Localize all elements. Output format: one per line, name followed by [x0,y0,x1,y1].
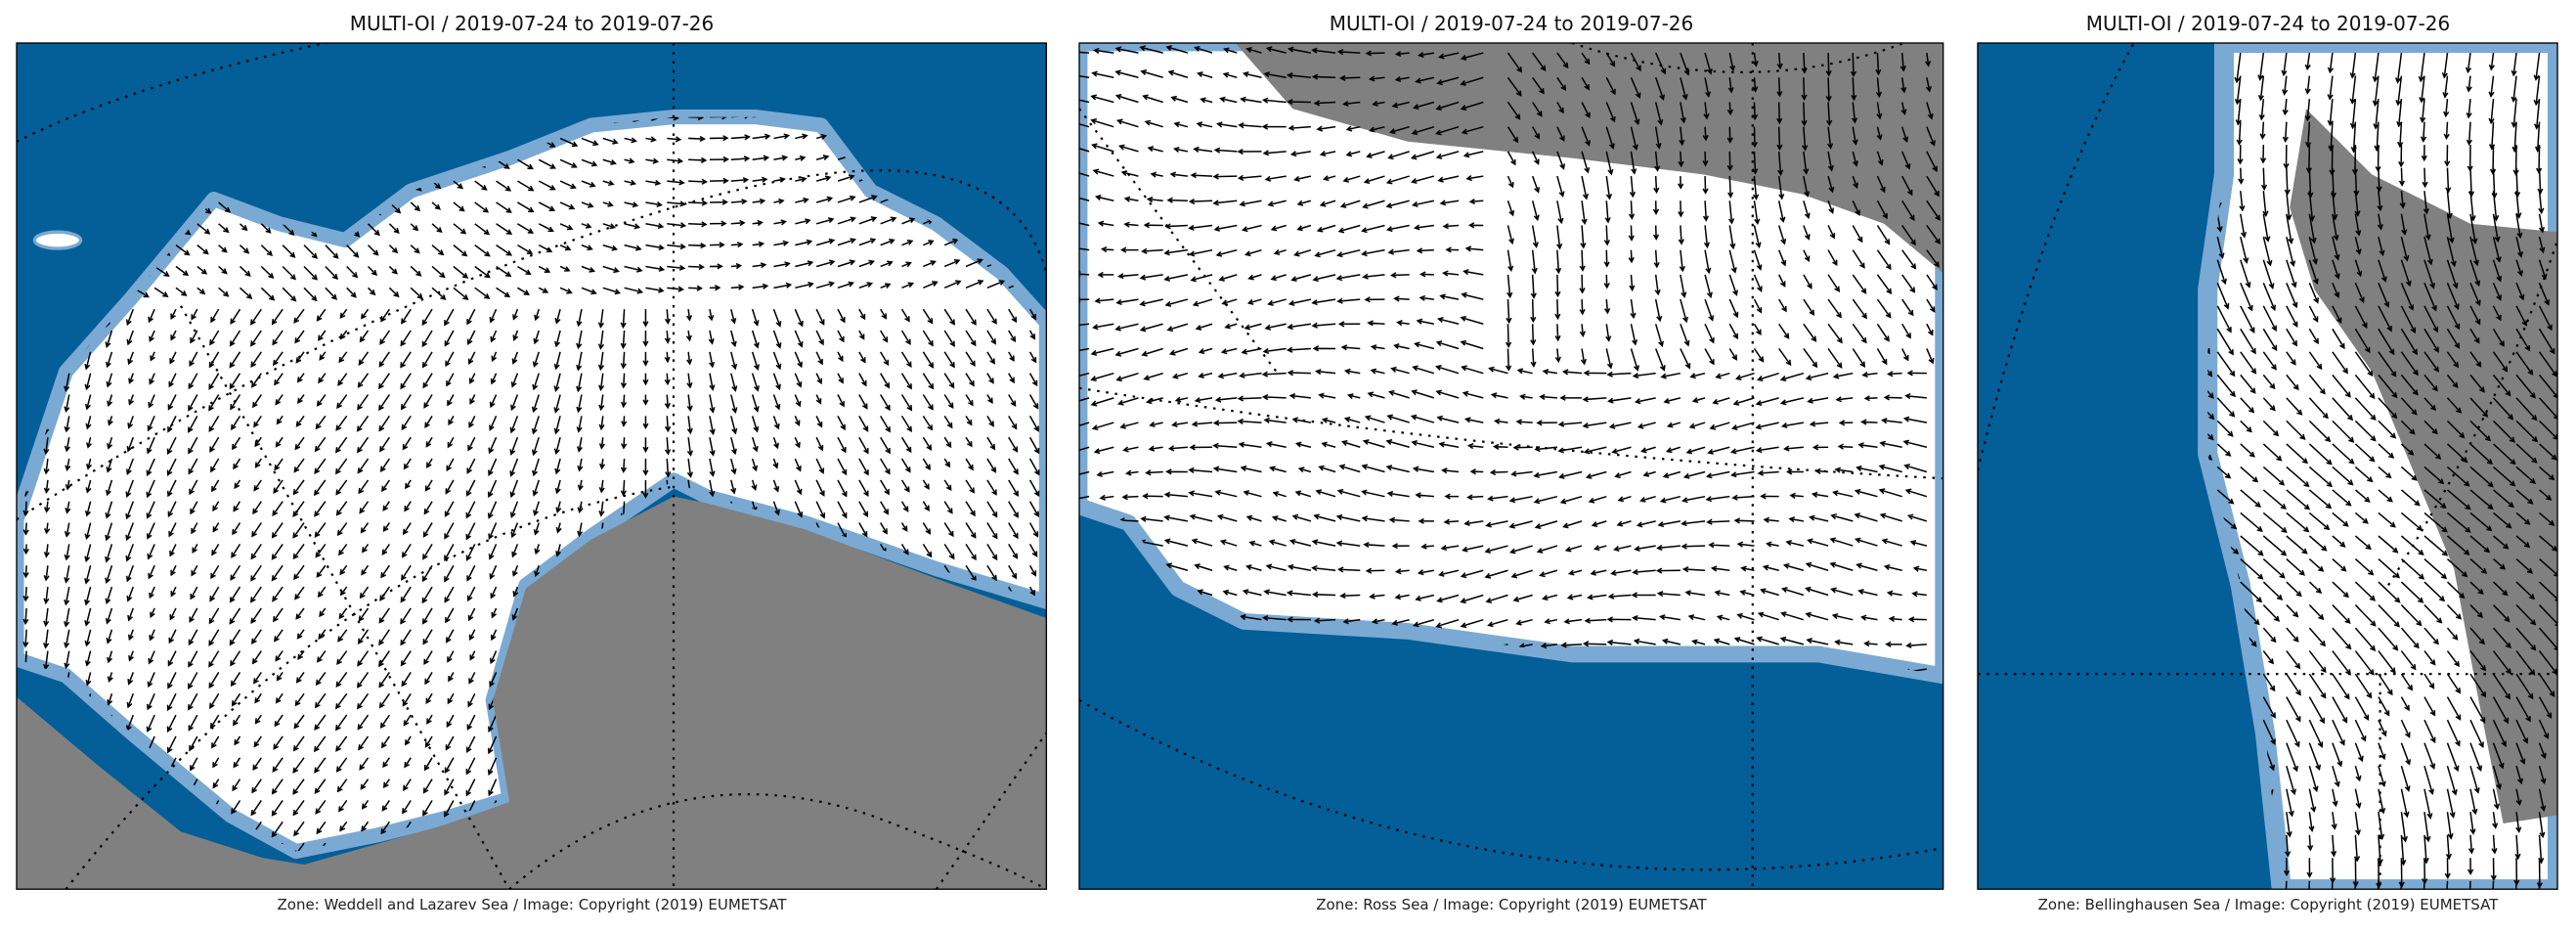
panel-caption: Zone: Ross Sea / Image: Copyright (2019)… [1316,896,1707,913]
map-panel [1977,42,2558,890]
panel-caption: Zone: Weddell and Lazarev Sea / Image: C… [277,896,787,913]
map-panel [16,42,1048,890]
land [1235,43,1943,274]
panel-frame [1078,42,1944,890]
land [17,496,1047,890]
panel-title: MULTI-OI / 2019-07-24 to 2019-07-26 [2086,12,2451,35]
ice-drift-arrows [1079,45,1941,676]
panel-frame [1977,42,2558,890]
graticule [1079,43,1943,890]
panel-caption: Zone: Bellinghausen Sea / Image: Copyrig… [2038,896,2500,913]
ice-drift-arrows [2207,52,2558,890]
iceberg [32,230,83,250]
graticule [17,43,1047,890]
graticule [1978,43,2558,890]
panel-title: MULTI-OI / 2019-07-24 to 2019-07-26 [350,12,715,35]
map-panel [1078,42,1944,890]
panel-frame [16,42,1048,890]
panel-title: MULTI-OI / 2019-07-24 to 2019-07-26 [1330,12,1694,35]
